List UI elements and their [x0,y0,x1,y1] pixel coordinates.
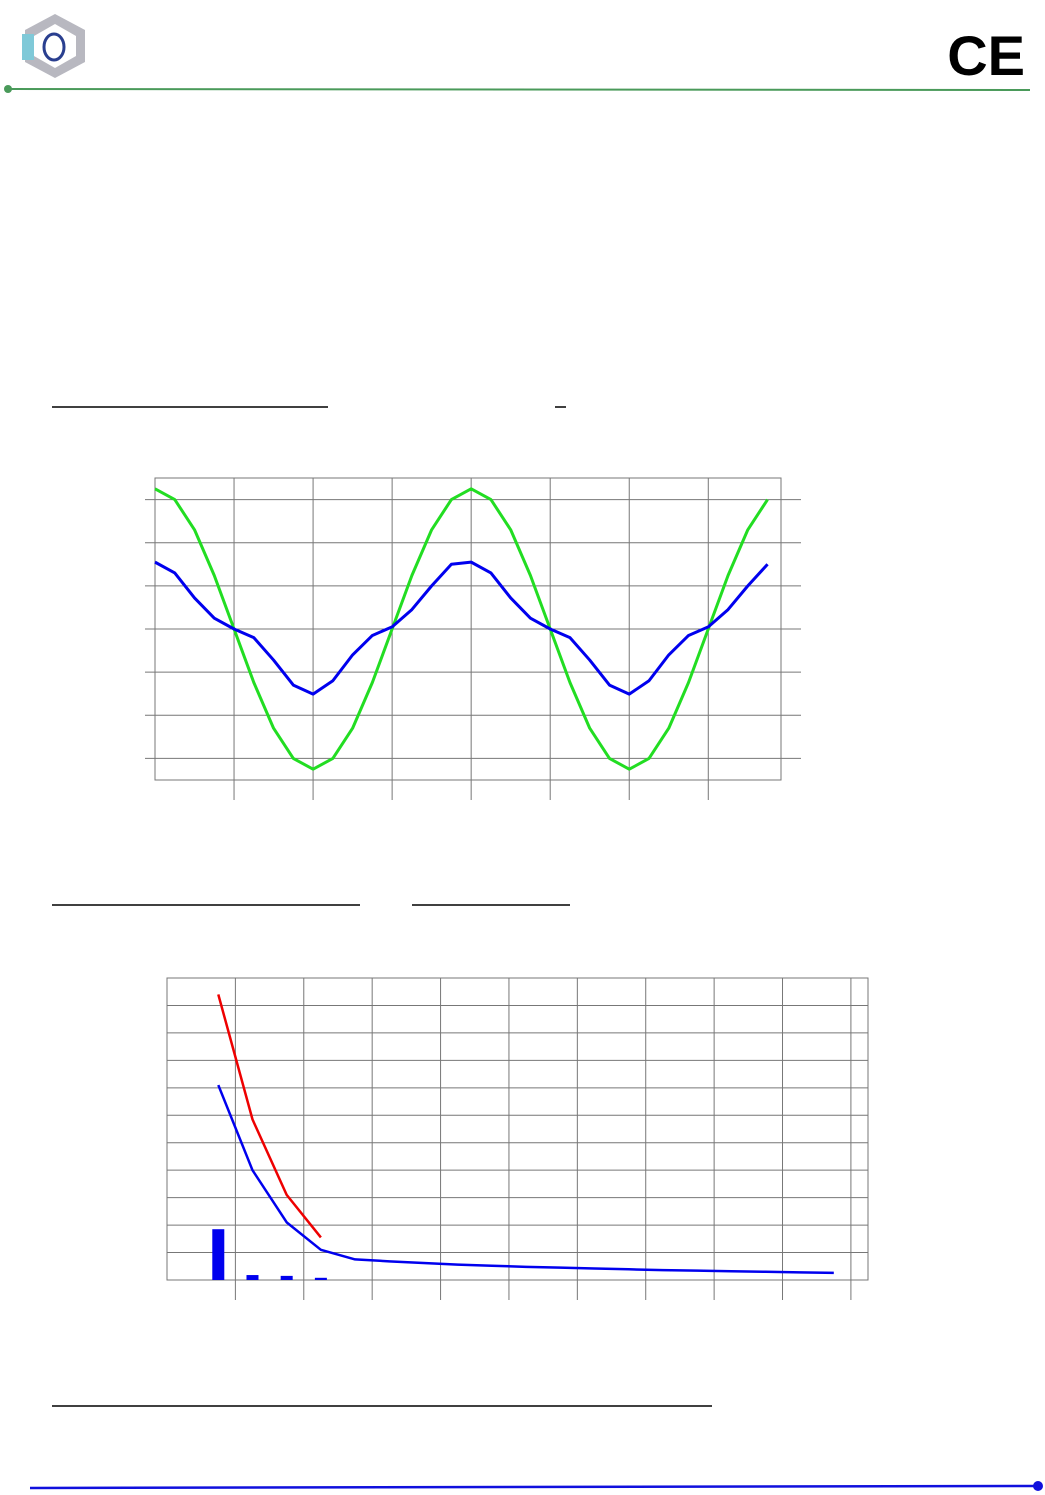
bar [280,1275,293,1280]
footer-dot [1033,1481,1043,1491]
bar [246,1275,259,1280]
plot-frame [166,977,869,1281]
logo-letter [42,32,66,62]
bar [212,1229,225,1280]
chart [166,977,869,1300]
series-line [154,560,769,696]
footer-rule [29,1484,1039,1490]
logo-accent [22,34,34,60]
series-line [217,1084,834,1275]
charts [145,477,869,1300]
logo [22,14,85,78]
chart [145,477,801,800]
ce-mark: CE [947,24,1025,87]
bar [314,1277,327,1280]
header-rule [7,88,1031,91]
series-line [154,487,769,771]
logo-inner [34,24,76,68]
series-line [217,994,322,1239]
header-dot [4,85,12,93]
